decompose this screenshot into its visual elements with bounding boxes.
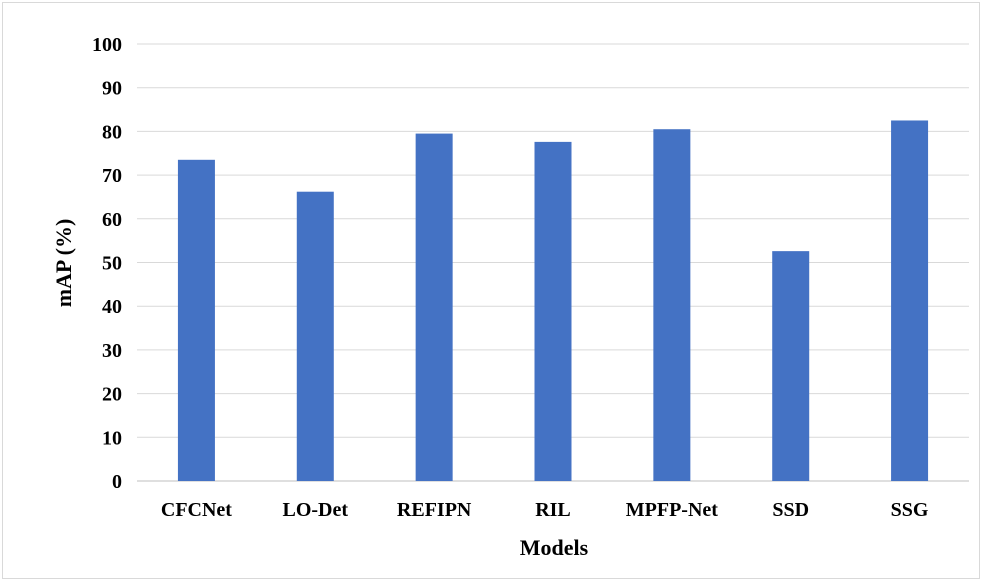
x-tick-label: REFIPN [397, 499, 472, 521]
y-tick-label: 0 [112, 471, 122, 493]
y-axis-title: mAP (%) [51, 219, 76, 308]
bar-mpfp-net [653, 129, 691, 481]
y-tick-labels: 0 10 20 30 40 50 60 70 80 90 100 [92, 34, 122, 493]
y-tick-label: 50 [102, 253, 122, 275]
y-tick-label: 60 [102, 209, 122, 231]
bars [177, 120, 929, 481]
bar-ssd [772, 251, 810, 481]
y-tick-label: 30 [102, 340, 122, 362]
bar-refipn [415, 133, 453, 481]
bar-cfcnet [177, 159, 215, 481]
y-tick-label: 70 [102, 165, 122, 187]
bar-lo-det [296, 191, 334, 481]
y-tick-label: 10 [102, 427, 122, 449]
x-tick-label: SSD [772, 499, 809, 521]
x-tick-label: SSG [891, 499, 929, 521]
bar-ril [534, 141, 572, 481]
y-tick-label: 40 [102, 296, 122, 318]
x-tick-label: CFCNet [161, 499, 232, 521]
y-tick-label: 90 [102, 78, 122, 100]
x-tick-labels: CFCNet LO-Det REFIPN RIL MPFP-Net SSD SSG [161, 499, 929, 521]
y-tick-label: 20 [102, 384, 122, 406]
x-tick-label: RIL [535, 499, 571, 521]
y-tick-label: 100 [92, 34, 122, 56]
bar-chart: 0 10 20 30 40 50 60 70 80 90 100 CFCNet LO-Det REFIP… [51, 34, 969, 560]
x-tick-label: MPFP-Net [626, 499, 719, 521]
x-tick-label: LO-Det [283, 499, 349, 521]
x-axis-title: Models [520, 535, 589, 560]
y-tick-label: 80 [102, 121, 122, 143]
bar-ssg [891, 120, 929, 481]
